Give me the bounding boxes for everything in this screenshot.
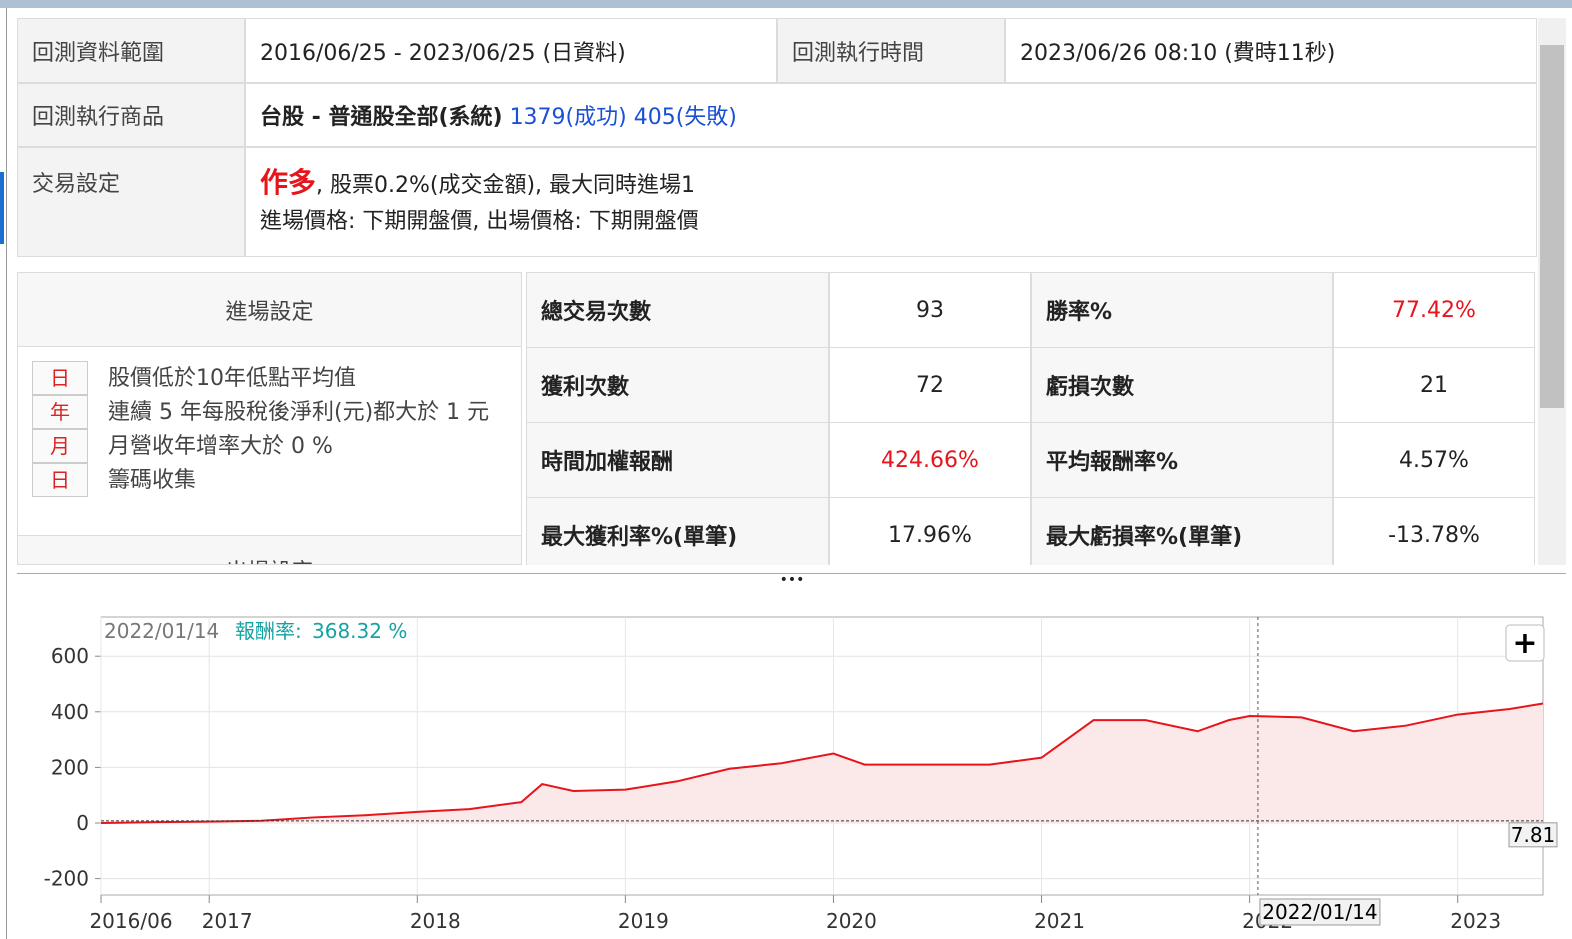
- zoom-button-label[interactable]: +: [1512, 626, 1537, 661]
- condition-text: 連續 5 年每股稅後淨利(元)都大於 1 元: [108, 400, 490, 425]
- y-tick-label: 200: [51, 755, 89, 779]
- area: [101, 703, 1543, 823]
- side-marker: [0, 172, 4, 244]
- freq-tag: 日: [32, 361, 88, 395]
- stat-value: 424.66%: [829, 422, 1031, 498]
- x-tick-label: 2019: [618, 909, 669, 933]
- tooltip-label: 報酬率:: [235, 619, 302, 643]
- chart: -200 0 200 400 600 2016/06 2017 2018 2019 2020 202…: [44, 616, 1558, 933]
- top-bar: [0, 0, 1572, 8]
- condition-text: 籌碼收集: [108, 468, 197, 493]
- cell-value: 2016/06/25 - 2023/06/25 (日資料): [245, 18, 777, 83]
- x-tick-label: 2020: [826, 909, 877, 933]
- x-tick-label: 2023: [1450, 909, 1501, 933]
- stat-value: -13.78%: [1333, 497, 1535, 565]
- condition-text: 月營收年增率大於 0 %: [108, 434, 333, 459]
- stat-label: 最大獲利率%(單筆): [526, 497, 829, 565]
- tooltip-value: 368.32 %: [312, 619, 407, 643]
- cell-value: 2023/06/26 08:10 (費時11秒): [1005, 18, 1537, 83]
- entry-panel: 進場設定 日股價低於10年低點平均值年連續 5 年每股稅後淨利(元)都大於 1 …: [17, 272, 522, 565]
- x-tick-label: 2016/06: [89, 909, 172, 933]
- trade-line: 作多, 股票0.2%(成交金額), 最大同時進場1: [260, 165, 695, 204]
- stat-value: 4.57%: [1333, 422, 1535, 498]
- line: [100, 702, 1544, 824]
- zoom-button[interactable]: [1505, 624, 1545, 662]
- cell-value: 台股 - 普通股全部(系統) 1379(成功) 405(失敗): [245, 83, 1537, 147]
- crosshair-box: [1259, 898, 1381, 926]
- scroll-thumb[interactable]: [1540, 45, 1564, 408]
- baseline-label: 7.81: [1511, 823, 1556, 847]
- success-count[interactable]: 1379(成功): [509, 105, 627, 130]
- condition-text: 股價低於10年低點平均值: [108, 366, 356, 391]
- x-tick-label: 2018: [410, 909, 461, 933]
- stat-value: 93: [829, 272, 1031, 348]
- stat-label: 平均報酬率%: [1031, 422, 1333, 498]
- x-tick-label: 2021: [1034, 909, 1085, 933]
- stat-label: 時間加權報酬: [526, 422, 829, 498]
- baseline-box: [1508, 822, 1558, 848]
- crosshair-label: 2022/01/14: [1262, 900, 1377, 924]
- freq-tag: 月: [32, 429, 88, 463]
- cell-label: 交易設定: [17, 147, 245, 257]
- y-tick-label: -200: [44, 867, 89, 891]
- cell-label: 回測資料範圍: [17, 18, 245, 83]
- conditions: 日股價低於10年低點平均值年連續 5 年每股稅後淨利(元)都大於 1 元月月營收…: [32, 361, 502, 497]
- stat-label: 勝率%: [1031, 272, 1333, 348]
- x-tick-label: 2017: [202, 909, 253, 933]
- cell-value: 作多, 股票0.2%(成交金額), 最大同時進場1 進場價格: 下期開盤價, 出…: [245, 147, 1537, 257]
- condition: 月月營收年增率大於 0 %: [32, 429, 502, 463]
- condition: 日股價低於10年低點平均值: [32, 361, 502, 395]
- exit-title: 出場設定: [18, 535, 521, 564]
- freq-tag: 年: [32, 395, 88, 429]
- cell-label: 回測執行時間: [777, 18, 1005, 83]
- splitter-line: [17, 573, 1566, 574]
- y-tick-label: 0: [76, 811, 89, 835]
- y-tick-label: 400: [51, 700, 89, 724]
- left-border: [6, 8, 7, 939]
- cell-label: 回測執行商品: [17, 83, 245, 147]
- stat-value: 21: [1333, 347, 1535, 423]
- splitter-handle[interactable]: •••: [779, 572, 805, 588]
- stat-value: 17.96%: [829, 497, 1031, 565]
- stat-label: 總交易次數: [526, 272, 829, 348]
- products: 台股 - 普通股全部(系統): [260, 105, 503, 130]
- condition: 年連續 5 年每股稅後淨利(元)都大於 1 元: [32, 395, 502, 429]
- stat-label: 最大虧損率%(單筆): [1031, 497, 1333, 565]
- stat-label: 虧損次數: [1031, 347, 1333, 423]
- entry-title: 進場設定: [18, 273, 521, 347]
- direction: 作多: [260, 165, 317, 199]
- stat-value: 72: [829, 347, 1031, 423]
- freq-tag: 日: [32, 463, 88, 497]
- stat-label: 獲利次數: [526, 347, 829, 423]
- stat-value: 77.42%: [1333, 272, 1535, 348]
- stats-table: 總交易次數 93 勝率% 77.42% 獲利次數 72 虧損次數 21 時間加權報酬 424.66…: [526, 272, 1536, 565]
- trade-text: , 股票0.2%(成交金額), 最大同時進場1: [316, 172, 696, 198]
- trade-line: 進場價格: 下期開盤價, 出場價格: 下期開盤價: [260, 208, 699, 234]
- y-tick-label: 600: [51, 644, 89, 668]
- failed-count[interactable]: 405(失敗): [633, 105, 737, 130]
- condition: 日籌碼收集: [32, 463, 502, 497]
- tooltip-date: 2022/01/14: [104, 619, 219, 643]
